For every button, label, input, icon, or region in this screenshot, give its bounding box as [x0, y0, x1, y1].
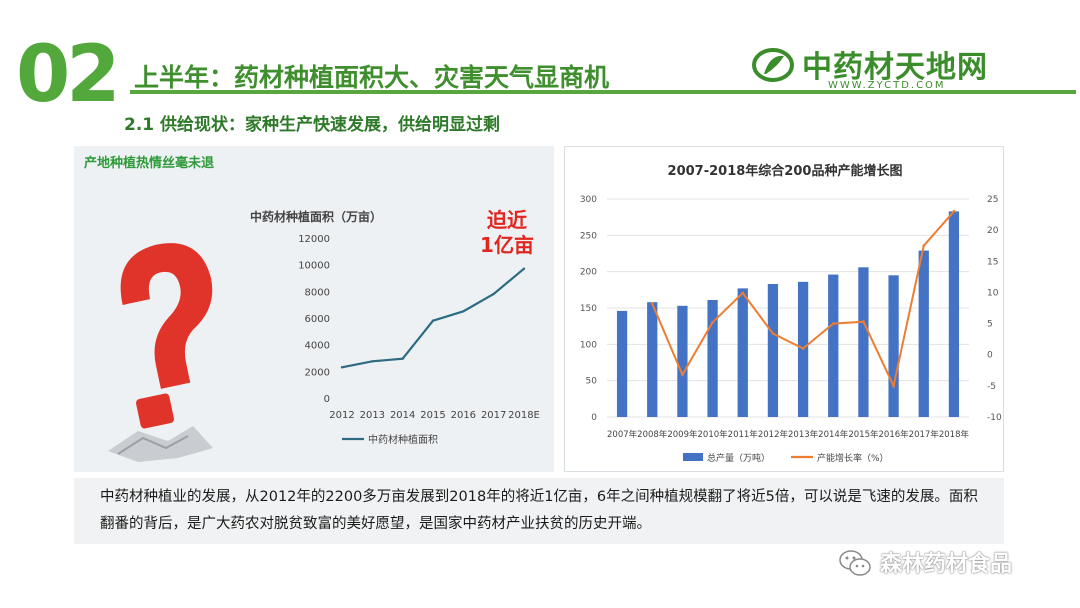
y-tick-label: 12000 — [298, 234, 330, 245]
y-left-tick-label: 100 — [580, 340, 597, 350]
section-subtitle: 2.1 供给现状：家种生产快速发展，供给明显过剩 — [124, 115, 501, 135]
data-point — [650, 302, 654, 306]
data-point — [892, 384, 895, 388]
y-tick-label: 10000 — [298, 261, 330, 272]
y-right-tick-label: 25 — [987, 195, 998, 205]
data-point — [462, 310, 465, 313]
y-tick-label: 0 — [324, 394, 330, 405]
bar-total-output — [948, 211, 960, 417]
y-left-tick-label: 50 — [586, 377, 598, 387]
x-tick-label: 2018E — [508, 410, 540, 421]
callout-text: 迫近 1亿亩 — [472, 208, 542, 258]
data-point — [371, 360, 374, 363]
x-tick-label: 2013年 — [788, 429, 819, 440]
x-tick-label: 2016 — [451, 410, 476, 421]
title-divider — [130, 90, 1076, 94]
x-tick-label: 2011年 — [728, 429, 759, 440]
x-tick-label: 2008年 — [637, 429, 668, 440]
chart-title: 中药材种植面积（万亩） — [250, 209, 382, 224]
data-point — [492, 292, 495, 296]
x-tick-label: 2018年 — [939, 429, 970, 440]
watermark: 森林药材食品 — [838, 546, 1068, 580]
y-right-tick-label: -10 — [987, 413, 1002, 423]
x-tick-label: 2017 — [481, 410, 506, 421]
y-left-tick-label: 200 — [580, 268, 597, 278]
y-left-tick-label: 150 — [580, 304, 597, 314]
page-title: 上半年：药材种植面积大、灾害天气显商机 — [134, 63, 610, 92]
y-tick-label: 4000 — [305, 341, 330, 352]
description-text: 中药材种植业的发展，从2012年的2200多万亩发展到2018年的将近1亿亩，6… — [74, 478, 1004, 544]
x-tick-label: 2010年 — [698, 429, 729, 440]
x-tick-label: 2009年 — [667, 429, 698, 440]
callout-line1: 迫近 — [487, 208, 527, 232]
panel-caption: 产地种植热情丝毫未退 — [84, 156, 215, 171]
y-right-tick-label: 0 — [987, 351, 993, 361]
legend-label: 中药材种植面积 — [368, 433, 438, 446]
bar-total-output — [767, 284, 779, 417]
x-tick-label: 2007年 — [607, 429, 638, 440]
y-tick-label: 8000 — [305, 287, 330, 298]
y-right-tick-label: 5 — [987, 320, 993, 330]
logo-text: 中药材天地网 — [802, 50, 988, 85]
data-point — [952, 210, 956, 213]
left-chart-panel: 产地种植热情丝毫未退 中药材种植面积（万亩） 0 2000 4000 6000 8000… — [74, 146, 554, 472]
series-line-planting-area — [341, 267, 525, 369]
data-point — [401, 357, 404, 360]
callout-line2: 1亿亩 — [480, 233, 534, 257]
capacity-growth-combo-chart: 2007-2018年综合200品种产能增长图 05010015020025030… — [580, 163, 1002, 464]
bar-total-output — [828, 274, 839, 417]
chart-title: 2007-2018年综合200品种产能增长图 — [668, 163, 903, 179]
y-left-tick-label: 300 — [580, 195, 597, 205]
right-chart-panel: 2007-2018年综合200品种产能增长图 0 50 100 150 200 250 30… — [564, 146, 1004, 472]
section-number: 02 — [16, 30, 121, 120]
bar-total-output — [647, 302, 658, 417]
bar-total-output — [888, 275, 899, 417]
data-point — [431, 319, 435, 322]
legend-swatch-bar — [683, 453, 703, 461]
data-point — [711, 320, 714, 324]
x-tick-label: 2012 — [329, 410, 354, 421]
x-tick-label: 2017年 — [909, 429, 940, 440]
logo-url: WWW.ZYCTD.COM — [828, 80, 946, 91]
y-right-tick-label: 10 — [987, 288, 999, 298]
x-tick-label: 2014年 — [818, 429, 849, 440]
data-point — [741, 291, 745, 295]
x-tick-label: 2013 — [360, 410, 385, 421]
data-point — [771, 332, 775, 335]
data-point — [862, 320, 865, 324]
legend-label: 总产量（万吨） — [707, 452, 770, 464]
y-tick-label: 6000 — [305, 314, 330, 325]
watermark-text: 森林药材食品 — [880, 552, 1013, 577]
y-right-tick-label: 20 — [987, 226, 999, 236]
y-right-tick-label: -5 — [987, 382, 996, 392]
data-point — [831, 322, 835, 325]
brand-logo: 中药材天地网 WWW.ZYCTD.COM — [752, 40, 1052, 92]
question-mark-icon — [108, 243, 213, 462]
y-right-tick-label: 15 — [987, 257, 998, 267]
data-point — [801, 347, 805, 350]
bar-total-output — [858, 267, 869, 417]
data-point — [681, 373, 684, 377]
x-tick-label: 2016年 — [879, 429, 910, 440]
x-tick-label: 2012年 — [758, 429, 789, 440]
x-tick-label: 2015 — [420, 410, 445, 421]
bar-total-output — [918, 250, 929, 417]
y-left-tick-label: 0 — [591, 413, 597, 423]
data-point — [922, 244, 926, 248]
x-tick-label: 2015年 — [848, 429, 879, 440]
legend-label: 产能增长率（%） — [817, 452, 889, 464]
planting-area-line-chart: 中药材种植面积（万亩） 0 2000 4000 6000 8000 10000 12000 2… — [250, 209, 540, 446]
bar-total-output — [616, 310, 628, 417]
wechat-icon — [839, 550, 871, 576]
bar-total-output — [677, 305, 688, 417]
bar-total-output — [707, 300, 718, 417]
leaf-logo-icon — [752, 48, 794, 82]
bar-total-output — [737, 288, 748, 417]
x-tick-label: 2014 — [390, 410, 415, 421]
data-point — [340, 366, 344, 369]
y-tick-label: 2000 — [305, 367, 330, 378]
y-left-tick-label: 250 — [580, 231, 597, 241]
data-point — [522, 267, 526, 270]
